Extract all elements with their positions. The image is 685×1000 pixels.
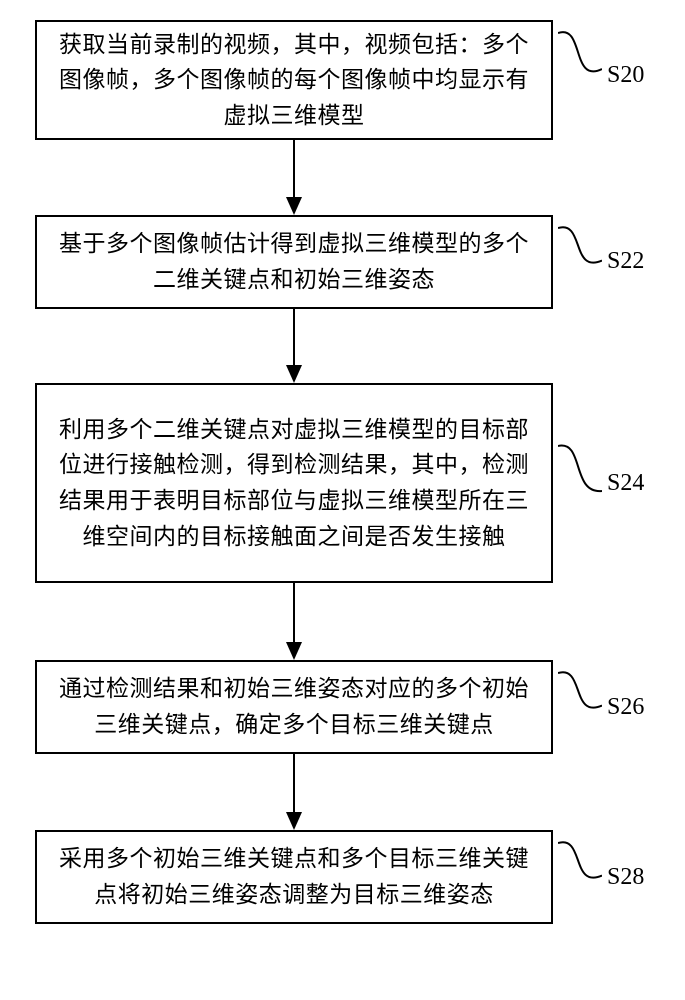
flow-arrow	[284, 583, 304, 662]
flow-step-label: S22	[607, 248, 644, 275]
label-bracket	[558, 835, 602, 889]
flow-arrow	[284, 140, 304, 217]
flow-step-s22: 基于多个图像帧估计得到虚拟三维模型的多个二维关键点和初始三维姿态	[35, 215, 553, 309]
flow-step-s24: 利用多个二维关键点对虚拟三维模型的目标部位进行接触检测，得到检测结果，其中，检测…	[35, 383, 553, 583]
flow-step-label: S20	[607, 62, 644, 89]
label-bracket	[558, 24, 602, 84]
flow-arrow	[284, 309, 304, 385]
label-bracket	[558, 220, 602, 274]
flow-step-text: 采用多个初始三维关键点和多个目标三维关键点将初始三维姿态调整为目标三维姿态	[51, 841, 537, 912]
flow-step-text: 基于多个图像帧估计得到虚拟三维模型的多个二维关键点和初始三维姿态	[51, 226, 537, 297]
flow-step-s20: 获取当前录制的视频，其中，视频包括：多个图像帧，多个图像帧的每个图像帧中均显示有…	[35, 20, 553, 140]
flow-step-text: 获取当前录制的视频，其中，视频包括：多个图像帧，多个图像帧的每个图像帧中均显示有…	[51, 27, 537, 134]
flow-step-text: 通过检测结果和初始三维姿态对应的多个初始三维关键点，确定多个目标三维关键点	[51, 671, 537, 742]
label-bracket	[558, 440, 602, 500]
flowchart-diagram: 获取当前录制的视频，其中，视频包括：多个图像帧，多个图像帧的每个图像帧中均显示有…	[0, 0, 685, 1000]
flow-step-s26: 通过检测结果和初始三维姿态对应的多个初始三维关键点，确定多个目标三维关键点	[35, 660, 553, 754]
label-bracket	[558, 665, 602, 719]
flow-step-label: S24	[607, 470, 644, 497]
flow-step-text: 利用多个二维关键点对虚拟三维模型的目标部位进行接触检测，得到检测结果，其中，检测…	[51, 412, 537, 555]
flow-step-s28: 采用多个初始三维关键点和多个目标三维关键点将初始三维姿态调整为目标三维姿态	[35, 830, 553, 924]
flow-step-label: S26	[607, 694, 644, 721]
flow-step-label: S28	[607, 864, 644, 891]
flow-arrow	[284, 754, 304, 832]
